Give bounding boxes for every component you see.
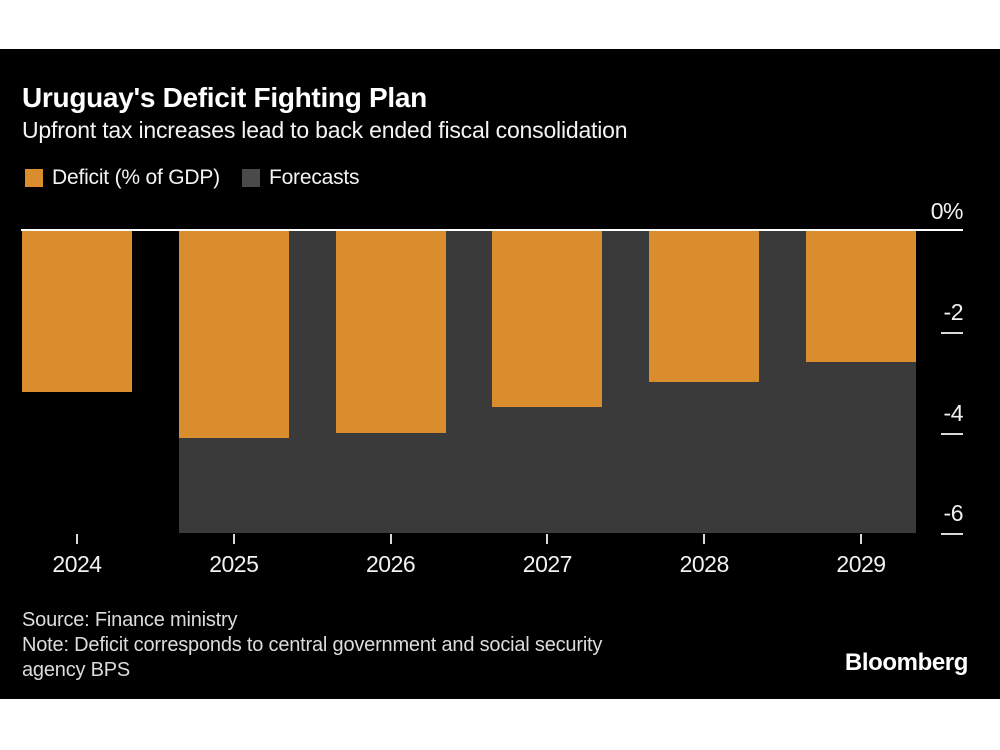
y-tick--6 xyxy=(941,533,963,536)
x-label-2026: 2026 xyxy=(366,551,416,578)
x-label-2024: 2024 xyxy=(52,551,102,578)
chart-subtitle: Upfront tax increases lead to back ended… xyxy=(22,117,628,143)
legend-label-deficit: Deficit (% of GDP) xyxy=(52,166,220,189)
y-label--2: -2 xyxy=(943,298,964,325)
note-text-line1: Note: Deficit corresponds to central gov… xyxy=(22,634,603,656)
bar-chart: 0% -2 -4 -6 2024 2025 2026 2027 2028 2029 xyxy=(0,49,1000,699)
x-label-2027: 2027 xyxy=(522,551,573,578)
x-tick-2026 xyxy=(389,534,392,545)
y-tick--4 xyxy=(941,432,963,435)
y-label-0%: 0% xyxy=(930,198,964,224)
deficit-swatch xyxy=(25,169,43,187)
bloomberg-logo: Bloomberg xyxy=(844,649,968,676)
zero-axis-line xyxy=(21,229,963,231)
x-tick-2024 xyxy=(76,534,78,545)
legend-item-forecasts: Forecasts xyxy=(241,166,360,190)
x-tick-2025 xyxy=(232,534,235,545)
source-text: Source: Finance ministry xyxy=(22,609,238,631)
legend-label-forecasts: Forecasts xyxy=(268,166,360,189)
bar-2026 xyxy=(335,231,446,433)
x-tick-2029 xyxy=(860,534,862,545)
forecasts-swatch xyxy=(241,169,260,187)
legend: Deficit (% of GDP) Forecasts xyxy=(25,166,360,190)
x-label-2029: 2029 xyxy=(836,551,886,578)
x-label-2025: 2025 xyxy=(209,551,259,578)
bar-2029 xyxy=(806,231,916,363)
chart-title: Uruguay's Deficit Fighting Plan xyxy=(22,82,427,113)
y-label--4: -4 xyxy=(943,399,964,426)
x-label-2028: 2028 xyxy=(679,551,730,578)
x-tick-2027 xyxy=(546,534,549,545)
chart-card: Uruguay's Deficit Fighting Plan Upfront … xyxy=(0,49,1000,699)
legend-item-deficit: Deficit (% of GDP) xyxy=(25,166,220,190)
y-label--6: -6 xyxy=(943,500,964,527)
bar-2024 xyxy=(22,231,132,393)
bar-2025 xyxy=(178,231,289,438)
bar-2028 xyxy=(649,231,760,383)
note-text-line2: agency BPS xyxy=(22,659,131,681)
bar-2027 xyxy=(492,231,603,408)
y-tick--2 xyxy=(941,331,963,334)
x-tick-2028 xyxy=(703,534,706,545)
